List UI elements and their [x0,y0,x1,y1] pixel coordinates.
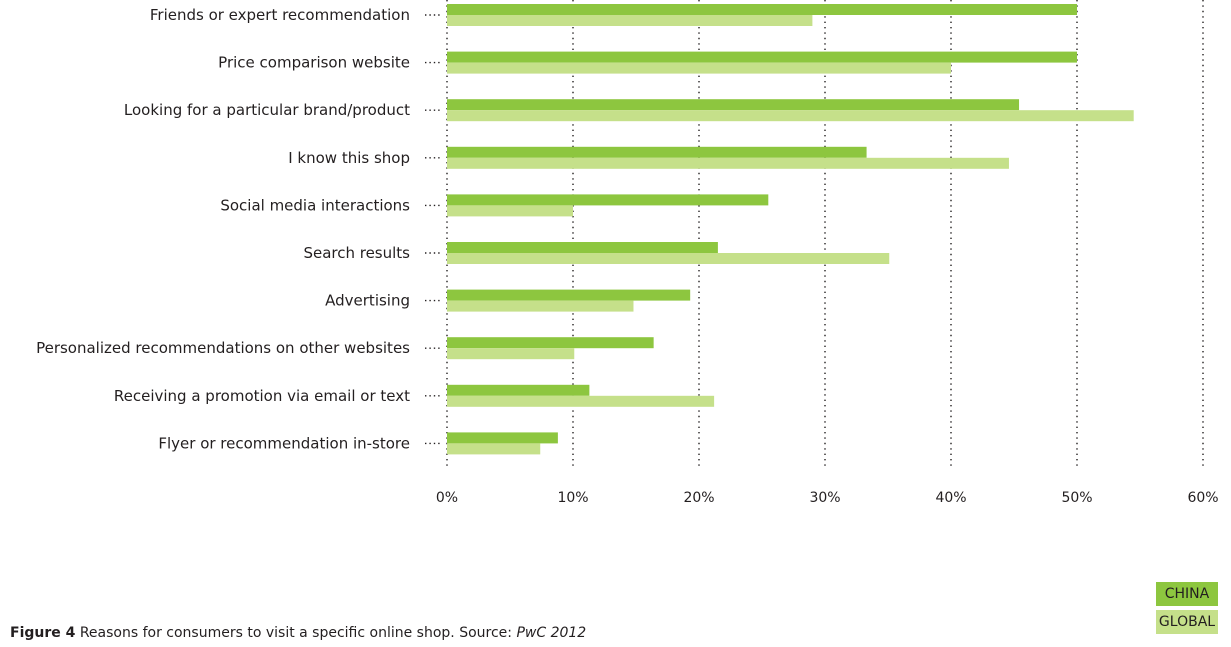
bar-chart: Friends or expert recommendation Price co… [36,0,1219,506]
x-tick-label: 10% [557,490,588,506]
category-label: Friends or expert recommendation [150,6,410,24]
bar-global [447,443,541,455]
bar-china [447,289,691,301]
bar-global [447,62,951,74]
category-label: Flyer or recommendation in-store [158,434,410,452]
bar-china [447,194,769,206]
x-tick-label: 0% [436,490,458,506]
bar-global [447,110,1134,122]
category-label: I know this shop [288,149,410,167]
caption-source: PwC 2012 [516,625,587,641]
bar-global [447,395,715,407]
bar-global [447,157,1009,169]
legend-global: GLOBAL [1156,610,1218,634]
figure-label: Figure 4 [10,625,76,641]
category-label: Personalized recommendations on other we… [36,339,410,357]
category-label: Advertising [325,292,410,310]
category-label: Looking for a particular brand/product [124,101,410,119]
x-tick-label: 40% [935,490,966,506]
bar-global [447,300,634,312]
x-tick-label: 60% [1187,490,1218,506]
bar-china [447,51,1077,63]
bar-china [447,99,1020,111]
figure-caption: Figure 4 Reasons for consumers to visit … [10,625,586,641]
bar-china [447,432,558,444]
bar-global [447,253,890,264]
legend-china: CHINA [1156,582,1218,606]
bar-global [447,348,575,360]
x-tick-label: 20% [683,490,714,506]
category-label: Price comparison website [218,54,410,72]
bar-china [447,337,654,349]
bar-global [447,205,573,217]
x-tick-label: 50% [1061,490,1092,506]
bar-china [447,242,718,253]
x-tick-label: 30% [809,490,840,506]
bar-china [447,4,1077,15]
category-label: Search results [303,244,410,262]
bar-china [447,146,867,158]
category-label: Social media interactions [220,196,410,214]
bar-china [447,384,590,396]
category-label: Receiving a promotion via email or text [114,387,410,405]
category-labels: Friends or expert recommendation Price co… [36,6,441,452]
x-tick-labels: 0% 10% 20% 30% 40% 50% 60% [436,490,1219,506]
bar-global [447,15,813,26]
caption-text: Reasons for consumers to visit a specifi… [75,625,517,641]
bars [447,4,1134,455]
